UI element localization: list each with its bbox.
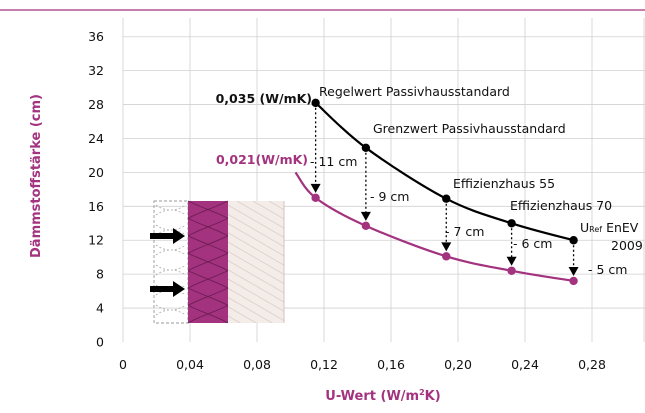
- y-tick-label: 32: [88, 63, 104, 78]
- outer-layer: [153, 200, 189, 324]
- difference-arrow-head: [310, 183, 321, 193]
- annotation-label: Regelwert Passivhausstandard: [319, 84, 510, 99]
- insulation-texture: [187, 217, 229, 237]
- y-tick-label: 24: [88, 131, 104, 146]
- outer-layer-texture: [155, 304, 187, 316]
- y-tick-label: 0: [96, 335, 104, 350]
- x-tick-label: 0,16: [377, 357, 405, 372]
- outer-layer-texture: [155, 244, 187, 256]
- grid: 0 4 8 12 16 20 24 28 32 36 0 0,04 0,08 0,12 0,16 0,20 0,…: [88, 18, 645, 372]
- data-point: [569, 276, 578, 286]
- data-point: [311, 193, 320, 203]
- y-tick-label: 20: [88, 165, 104, 180]
- data-point: [507, 219, 516, 228]
- difference-arrow-head: [568, 266, 579, 276]
- difference-label: - 9 cm: [370, 189, 409, 204]
- heat-arrow-icon: [150, 228, 185, 244]
- wall-layer: [228, 201, 284, 323]
- annotation-label: Grenzwert Passivhausstandard: [373, 121, 566, 136]
- x-tick-label: 0: [119, 357, 127, 372]
- annotation-label: Effizienzhaus 70: [510, 198, 612, 213]
- chart-labels: 0,035 (W/mK) 0,021(W/mK) Regelwert Passivh…: [216, 84, 643, 277]
- outer-layer-texture: [155, 224, 187, 236]
- data-point: [442, 252, 451, 261]
- data-point: [311, 98, 320, 108]
- difference-arrow-head: [360, 211, 371, 221]
- outer-layer-texture: [155, 264, 187, 276]
- x-tick-label: 0,28: [578, 357, 606, 372]
- y-tick-label: 36: [88, 29, 104, 44]
- data-point: [569, 236, 578, 245]
- annotation-label-line2: 2009: [611, 238, 643, 253]
- insulation-texture: [187, 270, 229, 289]
- annotation-label: Effizienzhaus 55: [453, 176, 555, 191]
- x-axis-label: U-Wert (W/m2K): [325, 388, 440, 404]
- y-tick-label: 4: [96, 301, 104, 316]
- y-tick-label: 28: [88, 97, 104, 112]
- y-tick-label: 12: [88, 233, 104, 248]
- difference-label: - 11 cm: [310, 154, 357, 169]
- y-tick-label: 16: [88, 199, 104, 214]
- insulation-texture: [187, 200, 229, 219]
- outer-layer-texture: [155, 284, 187, 296]
- difference-label: - 7 cm: [445, 224, 484, 239]
- insulation-texture: [187, 235, 229, 254]
- data-point: [361, 143, 371, 153]
- heat-arrow-icon: [150, 281, 185, 297]
- data-points: [311, 98, 578, 286]
- data-point: [361, 221, 371, 231]
- data-point: [507, 266, 516, 275]
- annotation-label: URef EnEV: [580, 220, 639, 235]
- x-tick-label: 0,04: [176, 357, 204, 372]
- insulation-texture: [187, 252, 229, 271]
- x-tick-label: 0,24: [511, 357, 539, 372]
- y-tick-label: 8: [96, 267, 104, 282]
- x-tick-label: 0,08: [243, 357, 271, 372]
- difference-arrows: [310, 107, 579, 276]
- difference-arrow-head: [441, 242, 452, 252]
- difference-label: - 6 cm: [513, 236, 552, 251]
- x-tick-label: 0,20: [444, 357, 472, 372]
- series-label-purple: 0,021(W/mK): [216, 152, 308, 167]
- insulation-texture: [187, 304, 229, 324]
- outer-layer-texture: [155, 204, 187, 216]
- y-axis-label: Dämmstoffstärke (cm): [29, 94, 44, 258]
- insulation-texture: [187, 287, 229, 306]
- difference-arrow-head: [506, 256, 517, 266]
- series-label-black: 0,035 (W/mK): [216, 91, 312, 106]
- data-point: [442, 194, 451, 203]
- difference-label: - 5 cm: [588, 262, 627, 277]
- insulation-wall-illustration: [150, 200, 285, 324]
- x-tick-label: 0,12: [310, 357, 338, 372]
